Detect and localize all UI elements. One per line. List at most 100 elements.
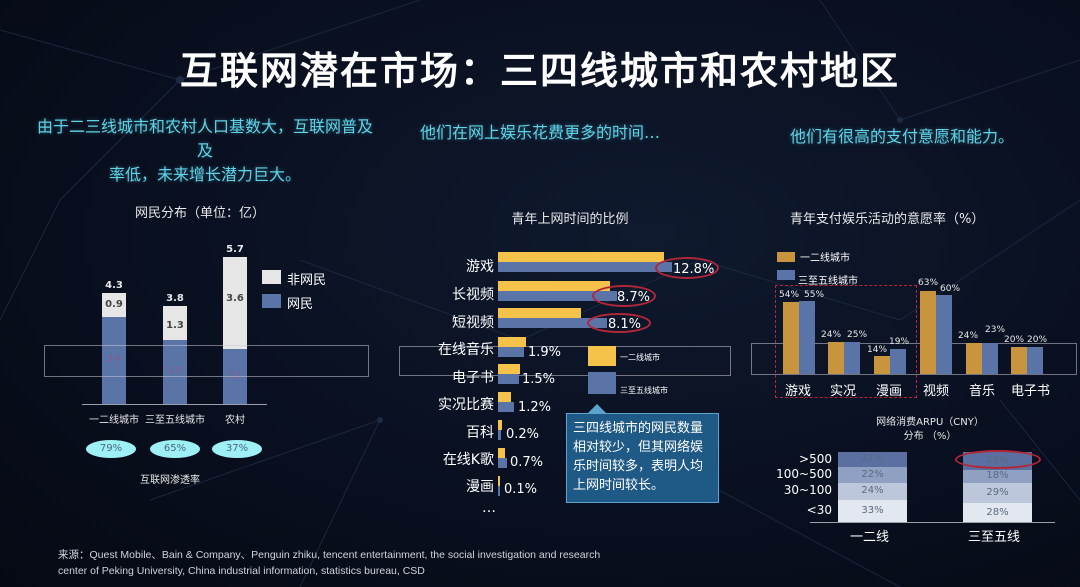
bar-yellow [498,392,511,402]
category-label: 音乐 [969,384,996,399]
bar-blue [799,301,815,374]
legend-label-tier12: 一二线城市 [800,253,850,264]
callout-line: 三四线城市的网民数量 [573,421,704,436]
callout-line: 乐时间较多，表明人均 [573,459,704,474]
bar-gold [920,291,936,374]
segment-label: >500 [799,452,832,466]
segment-label: 100~500 [776,467,832,481]
value-label: 25% [847,330,868,340]
category-label: 漫画 [466,479,494,495]
section1-subtitle-line1: 由于二三线城市和农村人口基数大，互联网普及及 [36,117,373,160]
segment-value: 18% [986,470,1009,481]
bar-blue [498,374,519,384]
bar-yellow [498,252,664,262]
category-label: 短视频 [452,315,494,331]
penetration-pill: 65% [150,440,200,458]
bar-netizen-tier35 [163,340,187,404]
segment-value: 33% [861,505,884,516]
chart4-baseline [810,522,1055,523]
chart1-baseline [82,404,267,405]
value-label: 0.2% [506,427,540,442]
highlight-ellipse [955,450,1041,469]
value-label: 1.5% [522,372,556,387]
bar-yellow [498,364,520,374]
bar-blue [498,458,507,468]
bar-blue [498,486,500,496]
bar-blue [498,347,524,357]
netizen-value: 2.5 [168,366,182,375]
value-label: 1.9% [528,345,562,360]
bar-blue [498,318,607,328]
bar-blue [936,295,952,374]
category-label: 在线K歌 [442,452,494,468]
value-label: 20% [1004,335,1025,345]
highlight-ellipse [655,257,719,279]
bar-non-netizen-rural [223,257,247,349]
bar-blue [498,430,501,440]
value-label: 63% [918,278,939,288]
category-label: 电子书 [1011,384,1051,399]
bar-yellow [498,420,502,430]
category-label: 游戏 [785,384,812,399]
bar-gold [783,302,799,374]
legend-label-non-netizen: 非网民 [287,273,327,288]
bar-non-netizen-tier12 [102,293,126,317]
section1-subtitle: 由于二三线城市和农村人口基数大，互联网普及及 率低，未来增长潜力巨大。 [30,115,380,187]
value-label: 60% [940,284,961,294]
segment-value: 21% [861,453,884,464]
segment-label: 30~100 [783,483,832,497]
chart1-title: 网民分布（单位：亿） [134,206,265,221]
non-netizen-value: 0.9 [105,299,123,310]
netizen-value: 3.4 [107,354,121,363]
legend-swatch-netizen [262,294,281,308]
bar-yellow [498,337,526,347]
section2-subtitle: 他们在网上娱乐花费更多的时间… [420,123,661,142]
chart4-title-line1: 网络消费ARPU（CNY） [876,417,984,428]
bar-blue [844,342,860,374]
segment-value: 22% [861,469,884,480]
bar-blue [890,349,906,374]
chart2-title: 青年上网时间的比例 [511,212,629,227]
highlight-ellipse [587,313,651,333]
category-label: 长视频 [452,287,494,303]
bar-gold [874,356,890,374]
category-label: 游戏 [466,259,494,275]
bar-non-netizen-tier35 [163,306,187,340]
segment-value: 29% [986,487,1009,498]
value-label: 20% [1027,335,1048,345]
bar-yellow [498,476,500,486]
category-label: 实况 [830,384,857,399]
penetration-pill: 37% [212,440,262,458]
bar-blue [498,291,617,301]
insight-callout: 三四线城市的网民数量 相对较少，但其网络娱 乐时间较多，表明人均 上网时间较长。 [566,404,719,503]
bar-netizen-tier12 [102,317,126,404]
arpu-seg-30-100 [838,483,907,500]
callout-line: 相对较少，但其网络娱 [573,440,704,455]
section1-subtitle-line2: 率低，未来增长潜力巨大。 [108,165,301,184]
bar-yellow [498,281,610,291]
category-label: 在线音乐 [438,342,494,358]
value-label: 24% [958,331,979,341]
category-label: 电子书 [452,370,494,386]
category-label: 百科 [466,425,494,441]
bar-gold [1011,347,1027,374]
legend-label-netizen: 网民 [287,297,314,312]
section3-subtitle: 他们有很高的支付意愿和能力。 [790,127,1015,146]
category-label: 视频 [923,384,950,399]
penetration-pill: 79% [86,440,136,458]
source-line: center of Peking University, China indus… [58,565,425,577]
legend-swatch-tier35 [588,372,616,394]
chart4-title: 网络消费ARPU（CNY） 分布 （%） [840,416,1020,444]
arpu-seg-gt500 [838,452,907,467]
highlight-band-middle [399,346,731,376]
segment-value: 24% [861,485,884,496]
highlight-band-right [751,343,1077,375]
legend-swatch-non-netizen [262,270,281,284]
value-label: 24% [821,330,842,340]
netizen-value: 2.1 [228,371,242,380]
value-label: 0.1% [504,482,538,497]
non-netizen-value: 1.3 [166,320,184,331]
value-label: 55% [804,290,825,300]
highlight-band-left [44,345,369,377]
legend-swatch-tier12 [588,346,616,366]
